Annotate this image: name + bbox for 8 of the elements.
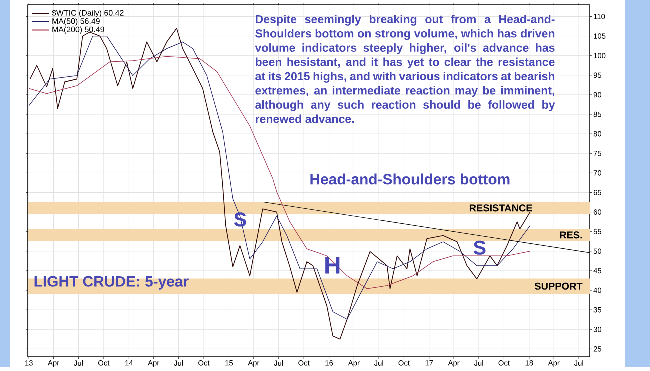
band-label: RESISTANCE (470, 204, 532, 212)
annotation: Despite seemingly breaking out from a Head-and-Shoulders bottom on strong volume, which has driven volume indicators steeply higher, oil's advance has been hesistant, and it has yet to clear the resistance at its 2015 highs, and with various indicators at bearish extremes, an intermediate reaction may be imminent, although any such reaction should be followed by renewed advance. (255, 15, 556, 124)
annotation: Head-and-Shoulders bottom (310, 174, 510, 185)
annotation: LIGHT CRUDE: 5-year (34, 276, 189, 290)
annotation: S (474, 241, 486, 256)
annotation: H (326, 257, 340, 274)
band-label: RES. (560, 232, 582, 239)
band-label: SUPPORT (534, 283, 583, 290)
